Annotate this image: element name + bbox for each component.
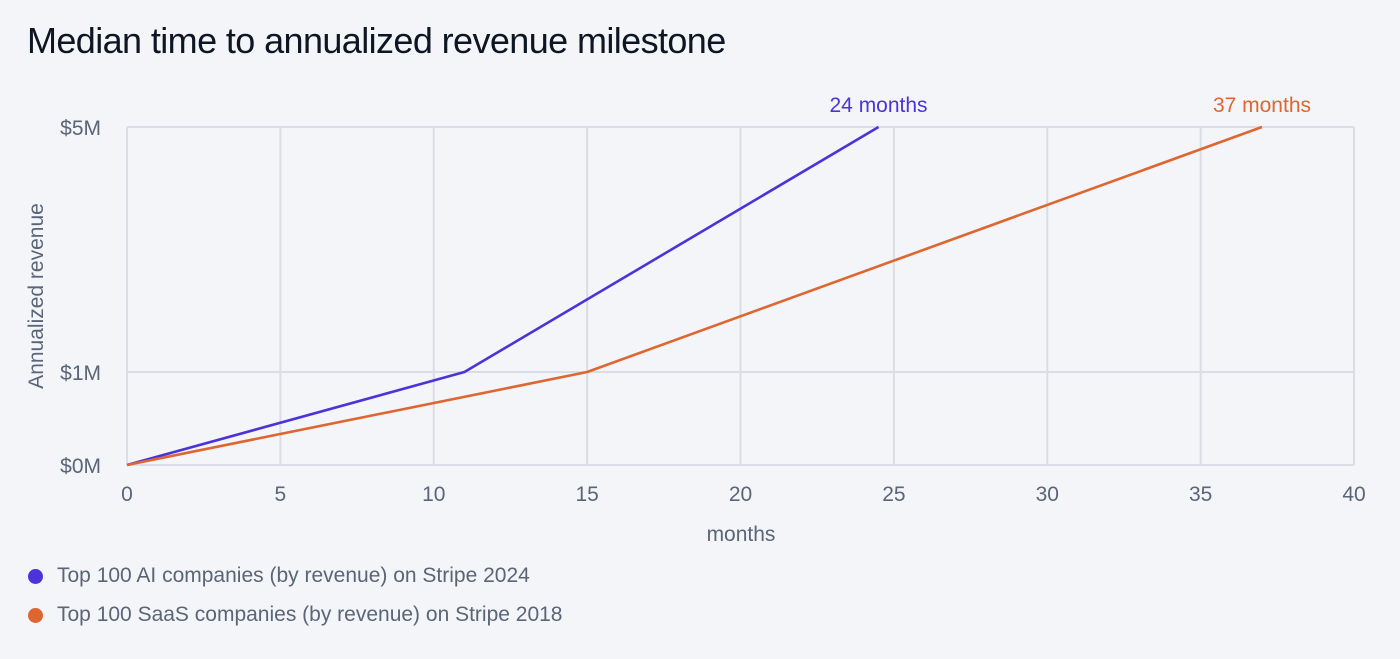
x-tick-label: 5 [275, 483, 287, 506]
legend-dot-icon [28, 607, 43, 623]
y-axis: $0M $1M $5M [60, 117, 101, 478]
y-tick-label: $0M [60, 455, 101, 478]
y-tick-label: $5M [60, 117, 101, 140]
legend-dot-icon [28, 568, 43, 584]
legend-label: Top 100 AI companies (by revenue) on Str… [57, 564, 530, 587]
y-axis-title: Annualized revenue [25, 203, 48, 389]
series-layer: 24 months 37 months [126, 94, 1311, 467]
legend-item-ai: Top 100 AI companies (by revenue) on Str… [28, 564, 530, 588]
x-tick-label: 30 [1036, 483, 1059, 506]
y-tick-label: $1M [60, 362, 101, 385]
legend-label: Top 100 SaaS companies (by revenue) on S… [57, 603, 563, 626]
x-tick-label: 20 [729, 483, 752, 506]
x-tick-label: 25 [882, 483, 905, 506]
line-chart: $0M $1M $5M 0 5 10 15 20 25 30 35 40 24 months 37 m… [25, 94, 1366, 546]
x-tick-label: 0 [121, 483, 133, 506]
x-axis: 0 5 10 15 20 25 30 35 40 [121, 483, 1366, 506]
x-tick-label: 10 [422, 483, 445, 506]
x-tick-label: 40 [1342, 483, 1365, 506]
x-tick-label: 15 [575, 483, 598, 506]
series-end-label: 37 months [1213, 94, 1311, 117]
series-line-1 [126, 125, 1263, 467]
series-line-0 [126, 125, 880, 467]
x-tick-label: 35 [1189, 483, 1212, 506]
grid-lines [126, 126, 1355, 466]
legend-item-saas: Top 100 SaaS companies (by revenue) on S… [28, 603, 563, 627]
series-end-label: 24 months [830, 94, 928, 117]
x-axis-title: months [707, 523, 776, 546]
chart-title: Median time to annualized revenue milest… [27, 20, 726, 61]
